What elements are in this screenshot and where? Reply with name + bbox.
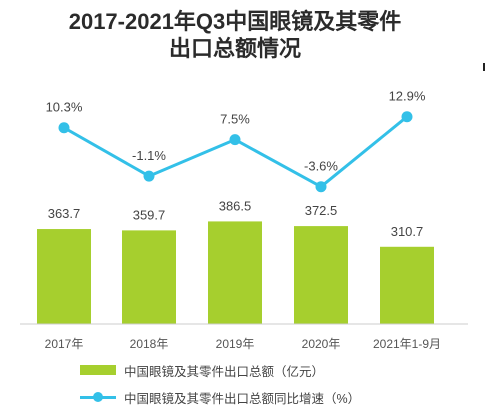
x-tick-label-1: 2018年 [130, 337, 169, 351]
legend-line-swatch [80, 392, 116, 402]
x-tick-label-2: 2019年 [216, 337, 255, 351]
bar-3 [294, 226, 348, 324]
bar-value-label-2: 386.5 [219, 198, 252, 213]
chart-title: 2017-2021年Q3中国眼镜及其零件 出口总额情况 [0, 8, 470, 62]
edge-marker [483, 63, 485, 71]
x-tick-label-0: 2017年 [45, 337, 84, 351]
growth-line-layer [58, 111, 413, 193]
legend-bar-label: 中国眼镜及其零件出口总额（亿元） [124, 364, 325, 379]
growth-point-3 [315, 181, 327, 193]
bar-1 [122, 230, 176, 324]
legend-line-label: 中国眼镜及其零件出口总额同比增速（%） [124, 391, 361, 406]
bar-value-label-4: 310.7 [391, 224, 424, 239]
growth-value-label-2: 7.5% [220, 112, 250, 127]
growth-point-2 [229, 134, 241, 146]
legend-item-line: 中国眼镜及其零件出口总额同比增速（%） [80, 387, 360, 407]
growth-point-0 [58, 122, 70, 134]
bar-2 [208, 221, 262, 324]
chart-title-line1: 2017-2021年Q3中国眼镜及其零件 [68, 9, 402, 34]
chart-title-line2: 出口总额情况 [168, 36, 301, 61]
growth-value-label-4: 12.9% [389, 89, 426, 104]
growth-value-label-3: -3.6% [304, 159, 338, 174]
x-tick-label-3: 2020年 [302, 337, 341, 351]
bar-4 [380, 246, 434, 324]
growth-value-label-0: 10.3% [46, 100, 83, 115]
bar-value-label-1: 359.7 [133, 207, 166, 222]
growth-point-4 [401, 111, 413, 123]
legend-item-bar: 中国眼镜及其零件出口总额（亿元） [80, 360, 324, 380]
bar-value-label-3: 372.5 [305, 203, 338, 218]
legend-bar-swatch [80, 365, 116, 375]
bar-value-label-0: 363.7 [48, 206, 81, 221]
growth-point-1 [143, 170, 155, 182]
labels-layer: 363.7 2017年 359.7 2018年 386.5 2019年 372.5 2020年… [45, 89, 441, 351]
x-tick-label-4: 2021年1-9月 [373, 337, 441, 351]
bars-layer [37, 221, 434, 324]
growth-value-label-1: -1.1% [132, 148, 166, 163]
bar-0 [37, 229, 91, 324]
growth-line [63, 115, 408, 189]
